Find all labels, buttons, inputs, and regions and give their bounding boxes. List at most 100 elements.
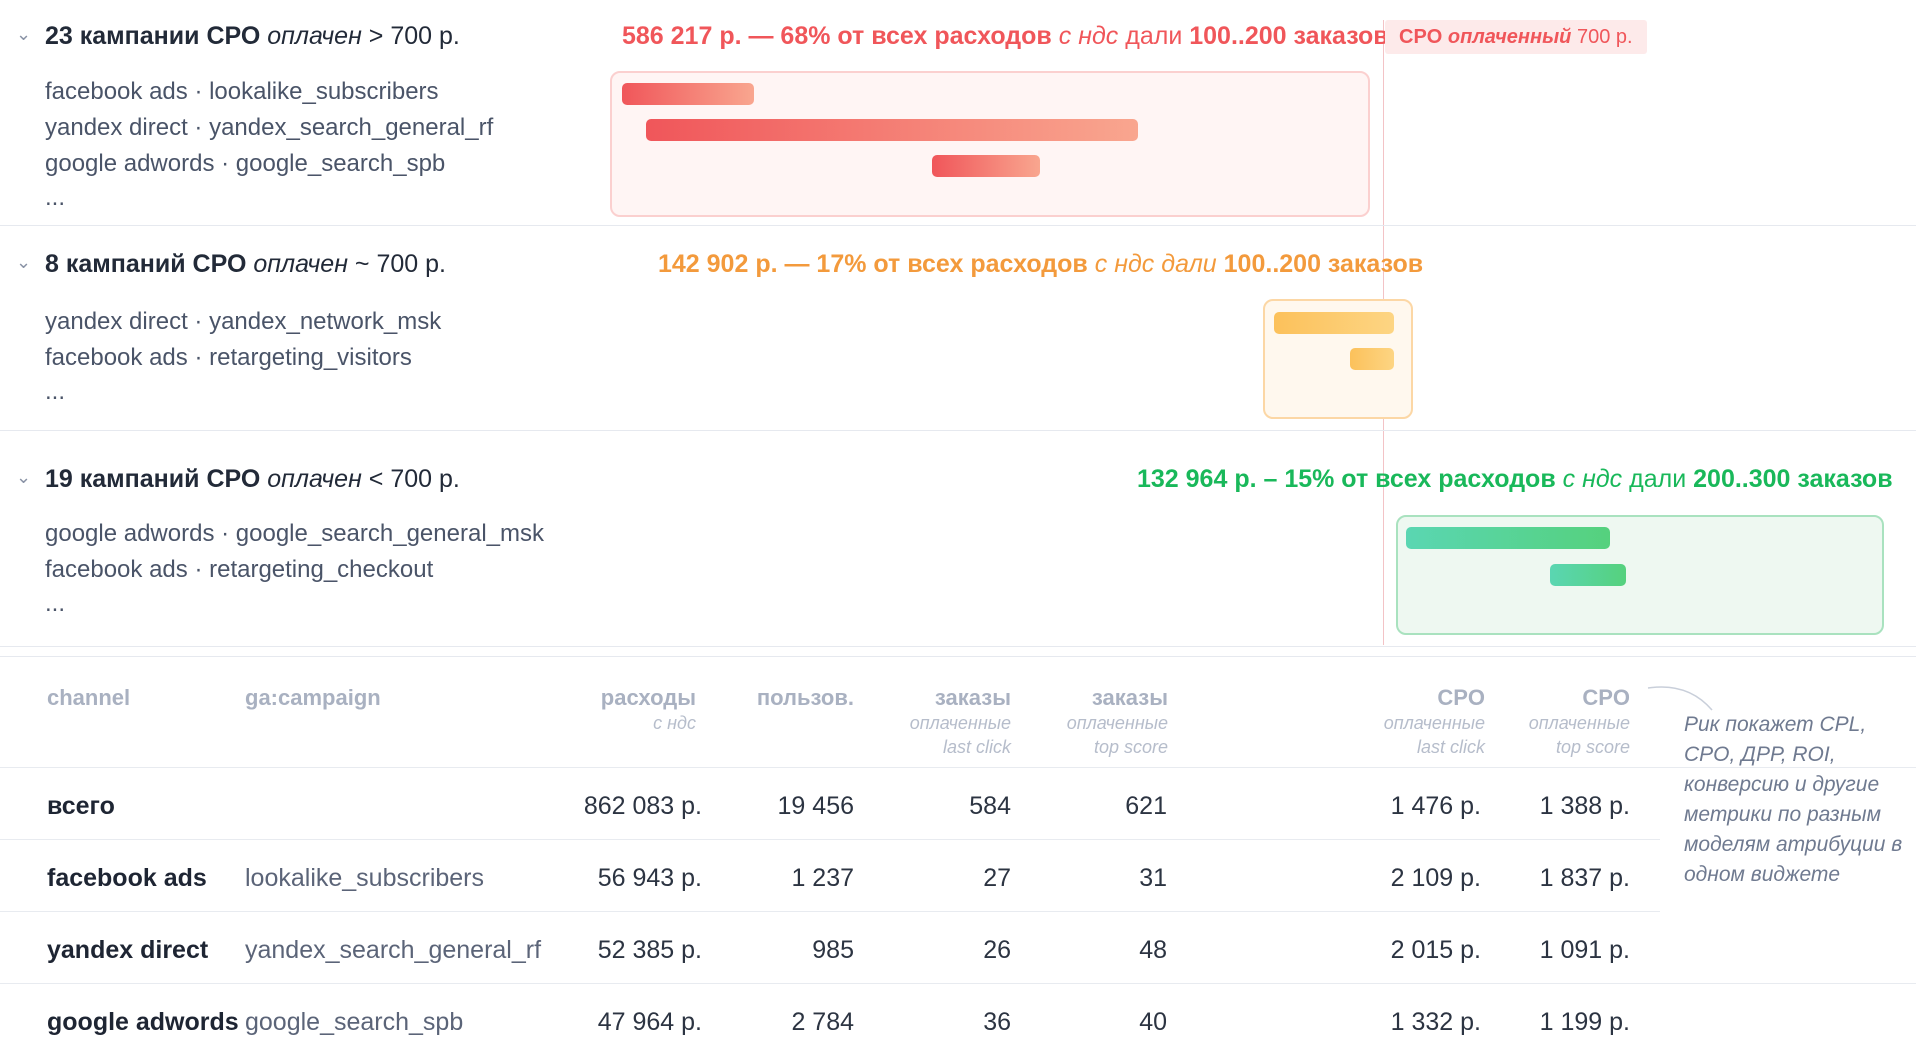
cell-users: 985: [812, 936, 854, 964]
cell-channel: yandex direct: [47, 936, 209, 964]
header-users[interactable]: пользов.: [756, 685, 854, 710]
campaign-item[interactable]: yandex direct · yandex_network_msk: [45, 308, 442, 335]
cell-spend: 862 083 р.: [583, 792, 702, 820]
header-campaign[interactable]: ga:campaign: [245, 685, 381, 710]
chevron-down-icon[interactable]: ⌄: [16, 467, 32, 487]
header-orders-last-click-model: last click: [942, 737, 1011, 757]
header-cpo-top-score[interactable]: CPO: [1582, 685, 1630, 710]
row-divider: [0, 983, 1916, 984]
group-count: 19 кампаний СРО: [45, 465, 261, 493]
campaign-group-3: ⌄ 19 кампаний СРО оплачен < 700 р. 132 9…: [0, 431, 1916, 646]
group-header[interactable]: 23 кампании СРО оплачен > 700 р.: [45, 22, 460, 51]
header-orders-top-score[interactable]: заказы: [1091, 685, 1168, 710]
summary-vat: с ндс: [1562, 465, 1623, 493]
summary-orders: 100..200 заказов: [1223, 250, 1424, 278]
header-spend[interactable]: расходы: [600, 685, 696, 710]
cell-campaign: yandex_search_general_rf: [245, 936, 542, 964]
campaign-item[interactable]: yandex direct · yandex_search_general_rf: [45, 114, 494, 141]
cell-channel: facebook ads: [47, 864, 207, 892]
summary-orders: 100..200 заказов: [1189, 22, 1389, 50]
header-channel[interactable]: channel: [47, 685, 131, 710]
campaign-item[interactable]: facebook ads · retargeting_visitors: [45, 344, 412, 371]
cell-spend: 52 385 р.: [597, 936, 702, 964]
header-cpo-last-click[interactable]: CPO: [1437, 685, 1485, 710]
summary-orders: 200..300 заказов: [1693, 465, 1893, 493]
summary-vat: с ндс: [1094, 250, 1155, 278]
campaign-item[interactable]: facebook ads · retargeting_checkout: [45, 556, 434, 583]
more-campaigns[interactable]: ...: [45, 590, 66, 617]
chevron-down-icon[interactable]: ⌄: [16, 24, 32, 44]
group-divider: [0, 430, 1916, 431]
row-divider: [0, 767, 1916, 768]
section-divider: [0, 656, 1916, 657]
header-orders-last-click-sub: оплаченные: [909, 713, 1011, 733]
campaign-bar[interactable]: [1274, 312, 1394, 334]
header-cpo-last-click-sub: оплаченные: [1383, 713, 1485, 733]
group-header[interactable]: 19 кампаний СРО оплачен < 700 р.: [45, 465, 460, 494]
campaign-bar[interactable]: [1350, 348, 1394, 370]
summary-vat: с ндс: [1058, 22, 1119, 50]
cell-campaign: google_search_spb: [245, 1008, 464, 1036]
header-orders-last-click[interactable]: заказы: [934, 685, 1011, 710]
group-summary: 586 217 р. — 68% от всех расходов с ндс …: [622, 22, 1389, 51]
campaign-bar[interactable]: [622, 83, 754, 105]
group-status: оплачен: [267, 465, 362, 493]
header-orders-top-score-sub: оплаченные: [1066, 713, 1168, 733]
header-cpo-top-score-sub: оплаченные: [1528, 713, 1630, 733]
summary-gave: дали: [1629, 465, 1687, 493]
chevron-down-icon[interactable]: ⌄: [16, 252, 32, 272]
group-condition: ~ 700 р.: [354, 250, 446, 278]
cell-orders-top-score: 40: [1139, 1008, 1167, 1036]
row-divider: [0, 839, 1660, 840]
campaign-item[interactable]: google adwords · google_search_general_m…: [45, 520, 544, 547]
campaign-item[interactable]: google adwords · google_search_spb: [45, 150, 446, 177]
group-divider: [0, 225, 1916, 226]
cell-spend: 47 964 р.: [597, 1008, 702, 1036]
campaign-group-1: ⌄ 23 кампании СРО оплачен > 700 р. 586 2…: [0, 0, 1916, 225]
campaign-bar[interactable]: [1406, 527, 1610, 549]
cell-orders-top-score: 31: [1139, 864, 1167, 892]
tag-status: оплаченный: [1447, 26, 1572, 48]
summary-amount: 142 902 р. — 17% от всех расходов: [658, 250, 1088, 278]
campaign-bar[interactable]: [1550, 564, 1626, 586]
annotation-note: Рик покажет CPL, CPO, ДРР, ROI, конверси…: [1684, 713, 1903, 886]
cell-cpo-last-click: 1 332 р.: [1390, 1008, 1481, 1036]
cell-orders-last-click: 27: [983, 864, 1011, 892]
campaign-group-2: ⌄ 8 кампаний СРО оплачен ~ 700 р. 142 90…: [0, 226, 1916, 430]
group-count: 8 кампаний СРО: [45, 250, 247, 278]
cell-orders-last-click: 36: [983, 1008, 1011, 1036]
header-orders-top-score-model: top score: [1093, 737, 1168, 757]
cell-orders-last-click: 26: [983, 936, 1011, 964]
cell-orders-top-score: 621: [1125, 792, 1167, 820]
cell-channel: google adwords: [47, 1008, 239, 1036]
header-cpo-last-click-model: last click: [1416, 737, 1485, 757]
tag-value: 700 р.: [1576, 26, 1633, 48]
summary-gave: дали: [1125, 22, 1183, 50]
group-summary: 142 902 р. — 17% от всех расходов с ндс …: [658, 250, 1423, 279]
campaign-bar[interactable]: [646, 119, 1138, 141]
more-campaigns[interactable]: ...: [45, 184, 66, 211]
group-condition: < 700 р.: [368, 465, 460, 493]
header-spend-sub: с ндс: [653, 713, 696, 733]
cell-users: 19 456: [777, 792, 854, 820]
cell-campaign: lookalike_subscribers: [245, 864, 485, 892]
campaign-item[interactable]: facebook ads · lookalike_subscribers: [45, 78, 439, 105]
more-campaigns[interactable]: ...: [45, 378, 66, 405]
summary-gave: дали: [1161, 250, 1217, 278]
note-pointer: [1647, 686, 1713, 711]
cell-users: 2 784: [791, 1008, 854, 1036]
summary-amount: 132 964 р. – 15% от всех расходов: [1137, 465, 1556, 493]
row-divider: [0, 911, 1660, 912]
cpo-threshold-tag: CPO оплаченный 700 р.: [1385, 20, 1647, 54]
group-status: оплачен: [267, 22, 362, 50]
section-divider: [0, 646, 1916, 647]
cell-cpo-last-click: 2 109 р.: [1390, 864, 1481, 892]
cell-spend: 56 943 р.: [597, 864, 702, 892]
group-header[interactable]: 8 кампаний СРО оплачен ~ 700 р.: [45, 250, 446, 279]
group-status: оплачен: [253, 250, 348, 278]
cell-users: 1 237: [791, 864, 854, 892]
campaign-bar[interactable]: [932, 155, 1040, 177]
header-cpo-top-score-model: top score: [1555, 737, 1630, 757]
cell-orders-top-score: 48: [1139, 936, 1167, 964]
summary-amount: 586 217 р. — 68% от всех расходов: [622, 22, 1052, 50]
